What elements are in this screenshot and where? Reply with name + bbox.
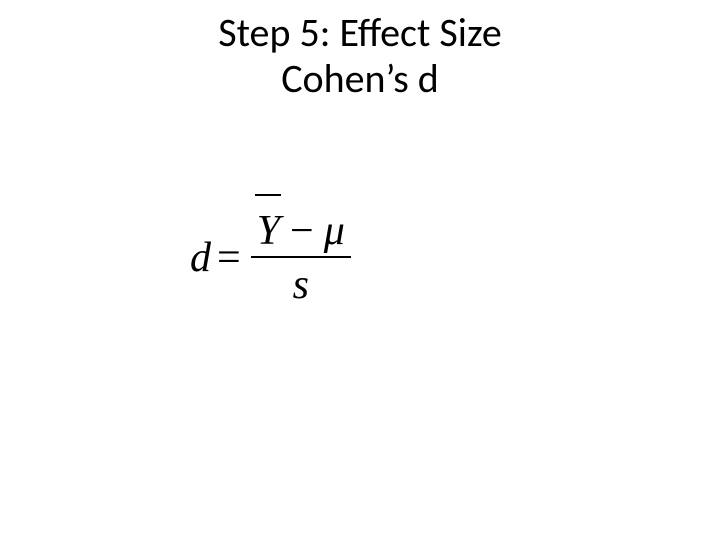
slide-title: Step 5: Effect Size Cohen’s d [0,10,720,102]
slide: Step 5: Effect Size Cohen’s d d = Y − μ … [0,0,720,540]
formula-numerator: Y − μ [251,210,351,256]
formula-lhs: d [190,234,211,282]
title-line-2: Cohen’s d [0,56,720,102]
y-bar-symbol: Y [257,210,280,252]
formula-fraction: Y − μ s [251,210,351,306]
title-line-1: Step 5: Effect Size [0,10,720,56]
formula-equals: = [217,234,241,282]
formula-denominator: s [287,258,315,306]
y-symbol: Y [257,208,280,254]
minus-sign: − [290,210,314,252]
cohens-d-formula: d = Y − μ s [190,210,351,306]
overline-bar [255,194,281,196]
mu-symbol: μ [324,210,345,252]
